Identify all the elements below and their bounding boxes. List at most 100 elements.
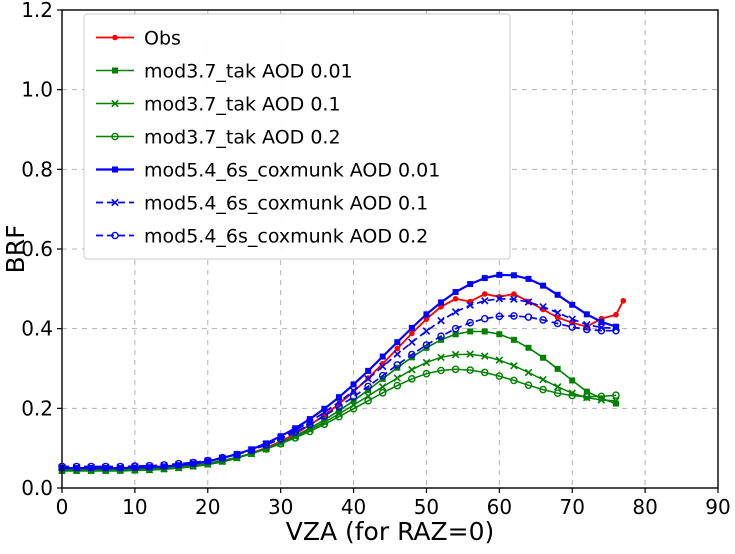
marker-circle-open bbox=[524, 313, 533, 321]
marker-square bbox=[335, 407, 342, 414]
marker-x bbox=[553, 308, 562, 317]
x-tick-label: 0 bbox=[56, 495, 69, 519]
marker-x bbox=[320, 418, 329, 427]
legend-item-3: mod3.7_tak AOD 0.2 bbox=[96, 127, 341, 149]
marker-circle-open bbox=[364, 396, 372, 405]
marker-circle-open bbox=[145, 461, 154, 470]
marker-x bbox=[510, 361, 518, 370]
marker-circle-open bbox=[378, 388, 387, 397]
marker-square bbox=[467, 281, 474, 288]
marker-circle-open bbox=[437, 332, 445, 341]
legend-item-2: mod3.7_tak AOD 0.1 bbox=[96, 94, 341, 116]
marker-circle-open bbox=[408, 350, 416, 359]
marker-dot bbox=[481, 291, 488, 297]
legend-item-5: mod5.4_6s_coxmunk AOD 0.1 bbox=[96, 193, 428, 215]
y-tick-label: 0.2 bbox=[21, 396, 53, 420]
marker-square bbox=[554, 365, 561, 372]
marker-x bbox=[276, 434, 285, 442]
marker-circle-open bbox=[72, 462, 81, 471]
marker-circle-open bbox=[335, 412, 343, 421]
marker-x bbox=[111, 198, 119, 207]
marker-dot bbox=[409, 330, 415, 337]
marker-circle-open bbox=[160, 461, 168, 469]
marker-circle-open bbox=[101, 462, 110, 471]
marker-circle-open bbox=[597, 392, 606, 401]
marker-circle-open bbox=[480, 314, 489, 323]
x-axis-label: VZA (for RAZ=0) bbox=[286, 517, 495, 546]
marker-circle-open bbox=[203, 456, 212, 465]
marker-circle-open bbox=[111, 132, 119, 141]
marker-square bbox=[350, 381, 357, 388]
marker-dot bbox=[613, 311, 619, 318]
marker-circle-open bbox=[553, 319, 562, 328]
marker-circle-open bbox=[349, 392, 358, 401]
marker-x bbox=[408, 365, 416, 374]
marker-circle-open bbox=[393, 361, 402, 369]
marker-circle-open bbox=[349, 404, 358, 413]
series-3 bbox=[58, 365, 620, 474]
marker-square bbox=[496, 331, 503, 338]
marker-square bbox=[569, 301, 576, 308]
marker-x bbox=[111, 99, 119, 108]
marker-circle-open bbox=[568, 391, 577, 400]
marker-square bbox=[510, 272, 517, 279]
legend-label: mod3.7_tak AOD 0.2 bbox=[144, 127, 341, 149]
marker-x bbox=[437, 316, 445, 325]
legend-label: mod5.4_6s_coxmunk AOD 0.01 bbox=[144, 160, 440, 182]
marker-circle-open bbox=[364, 382, 372, 391]
marker-x bbox=[349, 387, 358, 395]
marker-x bbox=[378, 383, 387, 391]
marker-circle-open bbox=[422, 341, 431, 349]
marker-dot bbox=[554, 314, 561, 321]
marker-square bbox=[408, 324, 415, 331]
marker-square bbox=[438, 299, 445, 306]
marker-circle-open bbox=[466, 318, 474, 327]
series-line-5 bbox=[62, 297, 617, 469]
marker-x bbox=[612, 324, 620, 333]
series-4 bbox=[59, 271, 619, 472]
marker-square bbox=[525, 275, 532, 282]
marker-circle-open bbox=[335, 402, 343, 411]
marker-circle-open bbox=[262, 441, 270, 449]
marker-circle-open bbox=[539, 316, 547, 324]
marker-x bbox=[378, 362, 387, 371]
marker-circle-open bbox=[612, 391, 620, 399]
marker-dot bbox=[112, 34, 118, 41]
marker-circle-open bbox=[233, 450, 241, 459]
legend-label: mod3.7_tak AOD 0.01 bbox=[144, 61, 353, 83]
marker-x bbox=[408, 338, 416, 346]
marker-square bbox=[481, 275, 488, 282]
marker-square bbox=[540, 282, 547, 289]
marker-square bbox=[510, 336, 517, 343]
marker-square bbox=[569, 377, 576, 384]
marker-square bbox=[612, 400, 619, 407]
marker-circle-open bbox=[174, 459, 183, 468]
marker-square bbox=[292, 425, 299, 432]
marker-circle-open bbox=[495, 372, 504, 380]
marker-circle-open bbox=[466, 366, 474, 374]
series-line-6 bbox=[62, 315, 616, 468]
marker-circle-open bbox=[247, 446, 256, 454]
marker-circle-open bbox=[539, 385, 547, 394]
marker-circle-open bbox=[553, 389, 562, 397]
marker-dot bbox=[423, 316, 430, 322]
marker-x bbox=[524, 368, 533, 377]
marker-circle-open bbox=[510, 376, 518, 385]
y-axis-label: BRF bbox=[1, 225, 30, 274]
marker-circle-open bbox=[422, 369, 431, 378]
marker-square bbox=[306, 416, 313, 423]
marker-circle-open bbox=[408, 375, 416, 383]
marker-circle-open bbox=[612, 326, 620, 335]
marker-circle-open bbox=[451, 324, 460, 333]
marker-circle-open bbox=[276, 435, 285, 443]
marker-square bbox=[423, 311, 430, 318]
y-tick-label: 0.6 bbox=[21, 237, 53, 261]
marker-circle-open bbox=[393, 381, 402, 390]
marker-dot bbox=[452, 295, 459, 302]
marker-circle-open bbox=[320, 412, 329, 420]
marker-x bbox=[539, 302, 547, 311]
legend-label: mod5.4_6s_coxmunk AOD 0.2 bbox=[144, 226, 428, 248]
marker-circle-open bbox=[320, 420, 329, 429]
marker-circle-open bbox=[131, 462, 139, 470]
